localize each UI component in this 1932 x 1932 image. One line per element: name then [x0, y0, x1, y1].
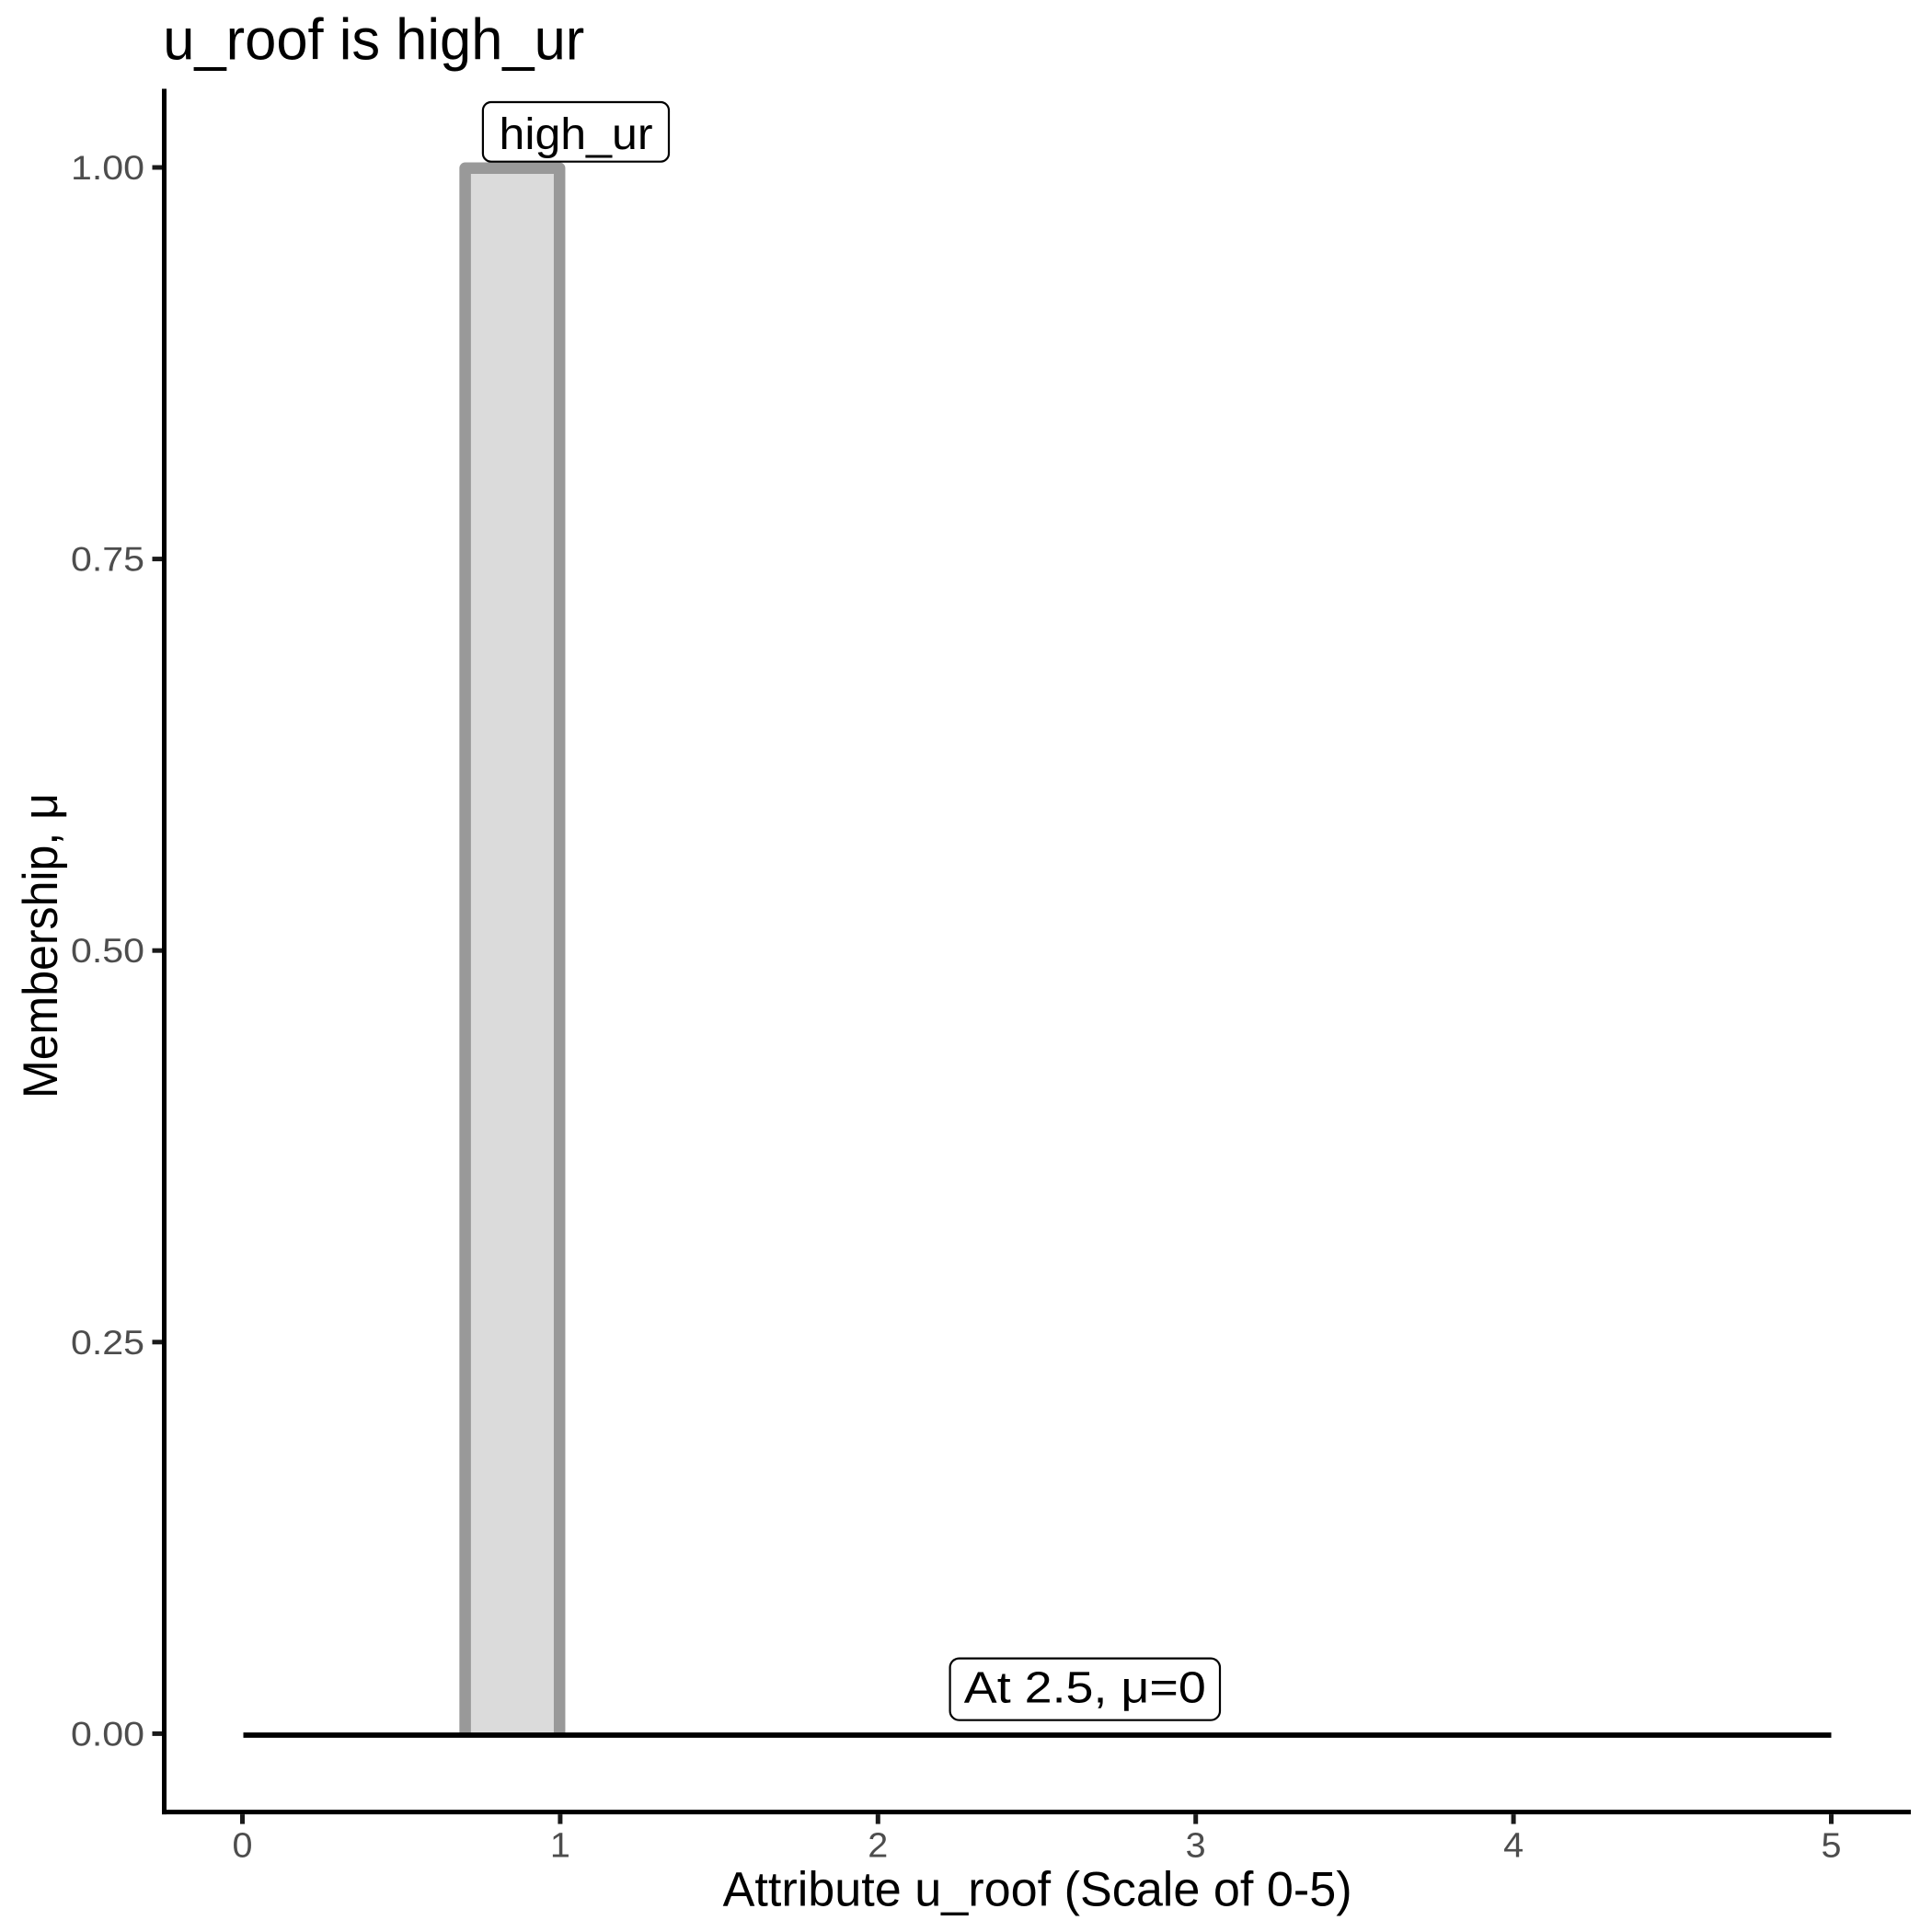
svg-text:1.00: 1.00	[71, 149, 144, 187]
svg-text:3: 3	[1186, 1827, 1206, 1866]
svg-text:0.75: 0.75	[71, 541, 144, 579]
svg-text:0.50: 0.50	[71, 932, 144, 970]
svg-text:0: 0	[233, 1827, 253, 1866]
svg-text:u_roof is high_ur: u_roof is high_ur	[163, 8, 584, 73]
svg-text:At 2.5, μ=0: At 2.5, μ=0	[964, 1664, 1206, 1713]
svg-text:2: 2	[868, 1827, 888, 1866]
svg-text:Membership, μ: Membership, μ	[14, 793, 68, 1098]
svg-text:5: 5	[1822, 1827, 1842, 1866]
svg-text:high_ur: high_ur	[500, 110, 653, 159]
svg-text:4: 4	[1503, 1827, 1524, 1866]
svg-text:0.25: 0.25	[71, 1324, 144, 1362]
svg-text:Attribute u_roof (Scale of 0-5: Attribute u_roof (Scale of 0-5)	[723, 1863, 1352, 1917]
svg-text:0.00: 0.00	[71, 1715, 144, 1753]
svg-text:1: 1	[550, 1827, 570, 1866]
